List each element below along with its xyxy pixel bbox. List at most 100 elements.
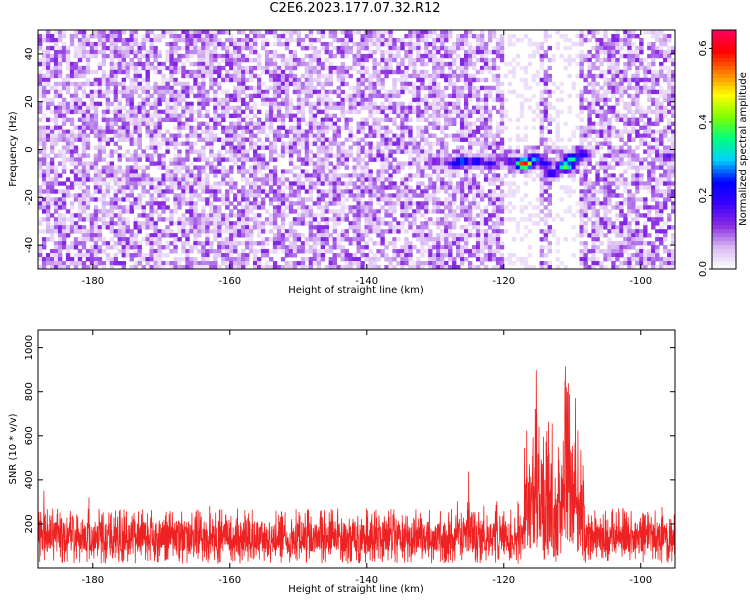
spectrogram-cell — [245, 37, 250, 43]
spectrogram-cell — [304, 189, 310, 194]
spectrogram-cell — [268, 121, 274, 126]
spectrogram-cell — [213, 189, 218, 194]
spectrogram-cell — [615, 65, 620, 71]
spectrogram-cell — [125, 93, 130, 99]
spectrogram-cell — [173, 173, 178, 178]
spectrogram-cell — [587, 89, 592, 95]
spectrogram-cell — [292, 181, 298, 186]
spectrogram-cell — [424, 173, 429, 178]
spectrogram-cell — [380, 133, 385, 138]
spectrogram-cell — [137, 177, 142, 182]
spectrogram-cell — [436, 185, 441, 190]
spectrogram-cell — [213, 185, 218, 190]
spectrogram-cell — [479, 141, 485, 146]
spectrogram-cell — [229, 129, 234, 134]
spectrogram-cell — [93, 45, 99, 51]
spectrogram-cell — [49, 133, 55, 138]
spectrogram-cell — [77, 49, 83, 55]
spectrogram-cell — [631, 93, 636, 99]
spectrogram-cell — [57, 137, 63, 142]
spectrogram-cell — [300, 89, 306, 95]
spectrogram-cell — [328, 30, 334, 35]
spectrogram-cell — [583, 73, 588, 79]
spectrogram-cell — [356, 121, 361, 126]
spectrogram-cell — [229, 169, 234, 174]
spectrogram-cell — [141, 117, 146, 123]
spectrogram-cell — [440, 73, 445, 79]
spectrogram-cell — [635, 181, 640, 186]
spectrogram-cell — [380, 109, 385, 115]
spectrogram-cell — [141, 61, 146, 67]
spectrogram-cell — [651, 129, 656, 134]
spectrogram-cell — [77, 69, 83, 75]
spectrogram-cell — [328, 173, 334, 178]
spectrogram-cell — [408, 53, 413, 59]
spectrogram-cell — [77, 205, 83, 210]
spectrogram-cell — [432, 153, 437, 158]
spectrogram-cell — [551, 165, 556, 170]
spectrogram-cell — [631, 205, 636, 210]
spectrogram-cell — [141, 85, 146, 91]
spectrogram-cell — [308, 101, 314, 107]
spectrogram-cell — [475, 141, 481, 146]
spectrogram-cell — [65, 89, 71, 95]
spectrogram-cell — [396, 161, 401, 166]
spectrogram-cell — [85, 165, 91, 170]
spectrogram-cell — [113, 193, 119, 198]
spectrogram-cell — [467, 181, 473, 186]
spectrogram-cell — [233, 97, 238, 103]
spectrogram-cell — [121, 177, 126, 182]
spectrogram-cell — [328, 65, 334, 71]
spectrogram-cell — [229, 93, 234, 99]
spectrogram-cell — [559, 157, 564, 162]
spectrogram-cell — [292, 129, 298, 134]
spectrogram-cell — [603, 93, 608, 99]
spectrogram-cell — [416, 117, 421, 123]
spectrogram-cell — [45, 57, 51, 63]
spectrogram-cell — [623, 89, 628, 95]
spectrogram-cell — [332, 33, 337, 39]
spectrogram-cell — [73, 137, 79, 142]
spectrogram-cell — [479, 125, 485, 130]
spectrogram-cell — [655, 177, 660, 182]
spectrogram-cell — [85, 177, 91, 182]
spectrogram-cell — [252, 141, 258, 146]
spectrogram-cell — [205, 125, 210, 130]
spectrogram-cell — [340, 41, 345, 47]
spectrogram-cell — [85, 69, 91, 75]
spectrogram-cell — [420, 85, 425, 91]
spectrogram-cell — [479, 109, 485, 115]
spectrogram-cell — [507, 165, 513, 170]
spectrogram-cell — [583, 125, 588, 130]
spectrogram-cell — [225, 197, 230, 202]
spectrogram-cell — [432, 133, 437, 138]
spectrogram-cell — [380, 185, 385, 190]
spectrogram-cell — [85, 133, 91, 138]
spectrogram-cell — [137, 125, 142, 130]
spectrogram-cell — [328, 189, 334, 194]
spectrogram-cell — [316, 153, 322, 158]
spectrogram-cell — [165, 53, 170, 59]
spectrogram-cell — [169, 209, 174, 214]
spectrogram-cell — [169, 173, 174, 178]
spectrogram-cell — [519, 157, 525, 162]
spectrogram-cell — [85, 205, 91, 210]
spectrogram-cell — [575, 41, 580, 47]
spectrogram-cell — [559, 97, 564, 103]
spectrogram-cell — [38, 69, 43, 75]
spectrogram-cell — [137, 101, 142, 107]
spectrogram-cell — [213, 133, 218, 138]
spectrogram-cell — [515, 189, 521, 194]
spectrogram-cell — [304, 101, 310, 107]
spectrogram-cell — [531, 53, 537, 59]
spectrogram-cell — [233, 105, 238, 111]
spectrogram-cell — [607, 193, 612, 198]
spectrogram-cell — [635, 53, 640, 59]
spectrogram-cell — [320, 197, 326, 202]
spectrogram-cell — [436, 85, 441, 91]
spectrogram-cell — [189, 189, 194, 194]
spectrogram-cell — [440, 53, 445, 59]
spectrogram-cell — [53, 181, 59, 186]
spectrogram-cell — [424, 165, 429, 170]
spectrogram-cell — [607, 117, 612, 123]
